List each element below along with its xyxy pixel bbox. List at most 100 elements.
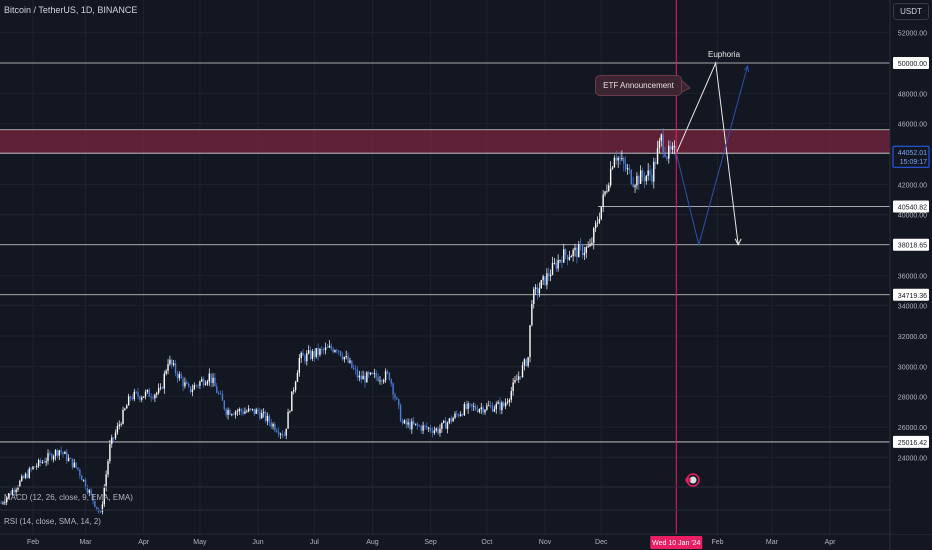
resistance-zone[interactable] [0,129,890,154]
candle-body [504,402,507,407]
candle-body [484,409,486,413]
blue-projection-line[interactable] [675,65,749,247]
candle-body [611,167,614,169]
level-price-tag [893,288,929,301]
candle-body [373,373,376,374]
candle-body [600,206,602,220]
candle-body [111,437,113,445]
time-tick-label: Nov [539,539,552,546]
candle-body [531,304,533,326]
candle-body [623,157,625,164]
price-tick-label: 36000.00 [898,273,927,280]
candle-body [210,373,212,383]
time-tick-label: May [193,539,207,546]
candle-body [429,427,432,431]
candle-body [360,375,362,380]
candle-body [257,409,259,412]
candle-body [546,273,548,285]
candle-body [495,403,497,409]
candle-body [157,388,160,393]
candle-body [321,349,323,350]
candle-body [49,453,51,455]
candle-body [264,411,267,422]
candle-body [298,358,301,373]
candle-body [621,157,623,160]
candle-body [525,359,527,366]
candle-body [394,394,396,398]
candle-body [553,262,556,264]
candle-body [247,408,250,412]
candle-body [548,273,550,277]
price-tick-label: 42000.00 [898,182,927,189]
time-axis[interactable]: Feb Mar Apr May Jun Jul Aug Sep Oct Nov Dec Feb Mar A… [27,539,836,546]
candle-body [296,372,299,382]
etf-announcement-callout[interactable]: ETF Announcement [595,75,682,96]
candle-body [171,359,173,365]
rsi-indicator-label[interactable]: RSI (14, close, SMA, 14, 2) [4,517,101,526]
candle-body [336,350,338,352]
candle-body [626,168,629,170]
candle-body [649,170,651,175]
candle-body [399,405,402,422]
candle-body [118,424,120,427]
candle-body [69,458,72,459]
candle-body [518,376,520,380]
candle-body [51,453,53,460]
euphoria-projection-line[interactable] [675,61,739,245]
candle-body [458,414,460,417]
candle-body [444,420,447,429]
candle-body [506,402,509,403]
candle-body [645,175,647,182]
candle-body [540,280,542,289]
symbol-legend[interactable]: Bitcoin / TetherUS, 1D, BINANCE [4,5,138,15]
candle-body [26,473,29,478]
candle-body [409,422,411,430]
candle-body [238,409,241,412]
candle-body [478,409,481,412]
price-axis[interactable]: 52000.00 48000.00 46000.00 42000.00 40000.00… [891,0,932,534]
horizontal-levels[interactable] [0,62,890,443]
level-price-label: 50000.00 [898,61,927,68]
candle-body [64,452,66,454]
projection-lines[interactable] [675,61,750,247]
economic-event-icon[interactable] [685,473,700,487]
candle-body [653,161,655,182]
candle-body [428,427,430,429]
candle-body [339,351,342,356]
candle-body [131,397,134,400]
candle-body [262,411,265,414]
level-price-tag [893,238,929,251]
candle-body [491,405,494,412]
candle-body [326,347,329,349]
candle-body [658,140,661,149]
candle-body [214,377,216,387]
currency-button[interactable]: USDT [893,3,929,20]
price-tick-label: 40000.00 [898,213,927,220]
candle-body [19,480,21,487]
candle-body [240,409,242,412]
macd-indicator-label[interactable]: MACD (12, 26, close, 9, EMA, EMA) [4,493,133,502]
candle-body [32,466,34,470]
candle-body [405,420,407,425]
candle-body [127,396,130,406]
candle-body [180,374,182,379]
candle-body [634,185,636,187]
candle-body [489,405,492,407]
candle-body [628,168,631,171]
candle-body [542,276,544,281]
candle-body [437,428,439,434]
candle-body [471,404,473,407]
candle-body [156,392,158,395]
candle-body [291,391,293,412]
candle-body [37,459,40,467]
candle-body [309,350,312,359]
event-icon-dot [685,477,691,483]
candle-body [266,415,269,422]
euphoria-label[interactable]: Euphoria [708,50,741,59]
level-price-tag [893,57,929,69]
candle-body [105,474,107,488]
candle-body [216,386,218,393]
candle-body [187,383,190,387]
candle-body [148,389,150,397]
